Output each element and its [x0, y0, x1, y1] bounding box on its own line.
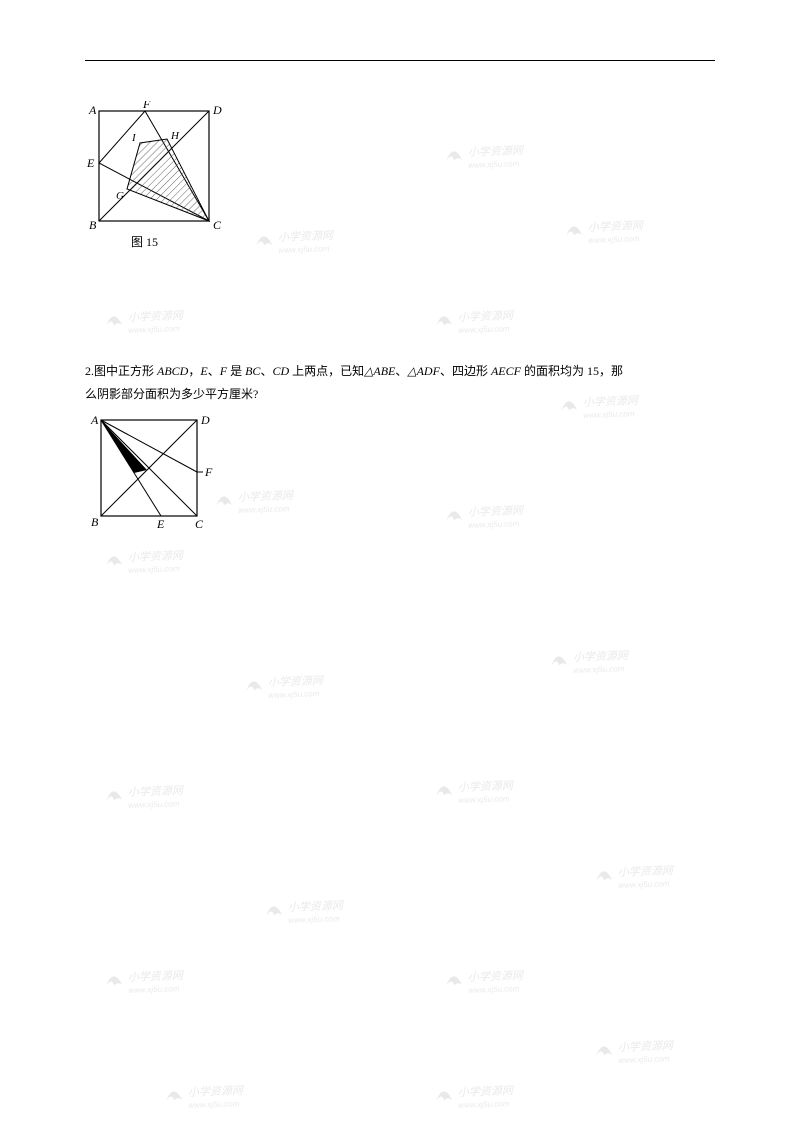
- t1b: ，: [188, 364, 200, 378]
- svg-text:小学资源网: 小学资源网: [188, 1084, 245, 1099]
- svg-text:www.xj5u.com: www.xj5u.com: [128, 984, 180, 995]
- svg-text:www.xj5u.com: www.xj5u.com: [458, 1099, 510, 1110]
- svg-text:小学资源网: 小学资源网: [618, 864, 675, 879]
- s3: 、: [395, 364, 407, 378]
- svg-text:www.xj5u.com: www.xj5u.com: [288, 914, 340, 925]
- label2-A: A: [90, 413, 99, 427]
- t1c: 是: [227, 364, 245, 378]
- svg-text:www.xj5u.com: www.xj5u.com: [188, 1099, 240, 1110]
- svg-text:小学资源网: 小学资源网: [128, 784, 185, 799]
- svg-text:小学资源网: 小学资源网: [268, 674, 325, 689]
- tri2: △ADF: [407, 364, 440, 378]
- svg-text:小学资源网: 小学资源网: [288, 899, 345, 914]
- svg-text:小学资源网: 小学资源网: [128, 969, 185, 984]
- svg-text:小学资源网: 小学资源网: [458, 1084, 515, 1099]
- t2: 么阴影部分面积为多少平方厘米?: [85, 387, 258, 401]
- svg-text:小学资源网: 小学资源网: [468, 969, 525, 984]
- figure-15: A D B C F E G H I 图 15: [85, 101, 715, 250]
- label2-F: F: [204, 465, 213, 479]
- svg-text:www.xj5u.com: www.xj5u.com: [128, 799, 180, 810]
- cd: CD: [272, 364, 289, 378]
- top-rule: [85, 60, 715, 61]
- svg-text:www.xj5u.com: www.xj5u.com: [458, 794, 510, 805]
- tri1: △ABE: [364, 364, 395, 378]
- s2: 、: [260, 364, 272, 378]
- t1a: 图中正方形: [94, 364, 157, 378]
- label2-B: B: [91, 515, 99, 529]
- label2-E: E: [156, 517, 165, 531]
- label-I: I: [131, 132, 137, 144]
- label-G: G: [116, 190, 124, 202]
- svg-text:www.xj5u.com: www.xj5u.com: [618, 1054, 670, 1065]
- label2-C: C: [195, 517, 204, 531]
- watermark: 小学资源网www.xj5u.com: [589, 1028, 700, 1072]
- svg-text:www.xj5u.com: www.xj5u.com: [468, 984, 520, 995]
- f: F: [220, 364, 227, 378]
- problem-number: 2.: [85, 364, 94, 378]
- e: E: [200, 364, 207, 378]
- watermark: 小学资源网www.xj5u.com: [429, 768, 540, 812]
- t1d: 上两点，已知: [289, 364, 364, 378]
- watermark: 小学资源网www.xj5u.com: [544, 638, 655, 682]
- label-A: A: [88, 103, 97, 117]
- t1e: 的面积均为 15，那: [521, 364, 623, 378]
- label-C: C: [213, 218, 222, 231]
- watermark: 小学资源网www.xj5u.com: [589, 853, 700, 897]
- label-F: F: [142, 101, 151, 111]
- s4: 、四边形: [440, 364, 491, 378]
- svg-text:小学资源网: 小学资源网: [458, 779, 515, 794]
- svg-text:小学资源网: 小学资源网: [573, 649, 630, 664]
- watermark: 小学资源网www.xj5u.com: [259, 888, 370, 932]
- aecf: AECF: [491, 364, 521, 378]
- watermark: 小学资源网www.xj5u.com: [239, 663, 350, 707]
- watermark: 小学资源网www.xj5u.com: [159, 1073, 270, 1117]
- figure-2: A D B C E F: [85, 412, 715, 532]
- label-B: B: [89, 218, 97, 231]
- abcd: ABCD: [157, 364, 188, 378]
- bc: BC: [245, 364, 260, 378]
- svg-text:www.xj5u.com: www.xj5u.com: [618, 879, 670, 890]
- figure-15-caption: 图 15: [85, 233, 715, 250]
- page-content: A D B C F E G H I 图 15 2.图中正方形 ABCD，E、F …: [0, 0, 800, 580]
- figure-15-svg: A D B C F E G H I: [85, 101, 225, 231]
- label-E: E: [86, 156, 95, 170]
- watermark: 小学资源网www.xj5u.com: [429, 1073, 540, 1117]
- svg-text:小学资源网: 小学资源网: [618, 1039, 675, 1054]
- label-H: H: [170, 130, 180, 142]
- watermark: 小学资源网www.xj5u.com: [439, 958, 550, 1002]
- label-D: D: [212, 103, 222, 117]
- svg-text:www.xj5u.com: www.xj5u.com: [268, 689, 320, 700]
- watermark: 小学资源网www.xj5u.com: [99, 773, 210, 817]
- label2-D: D: [200, 413, 210, 427]
- svg-text:www.xj5u.com: www.xj5u.com: [573, 664, 625, 675]
- figure-2-svg: A D B C E F: [85, 412, 215, 532]
- s1: 、: [208, 364, 220, 378]
- problem-2-text: 2.图中正方形 ABCD，E、F 是 BC、CD 上两点，已知△ABE、△ADF…: [85, 360, 715, 406]
- watermark: 小学资源网www.xj5u.com: [99, 958, 210, 1002]
